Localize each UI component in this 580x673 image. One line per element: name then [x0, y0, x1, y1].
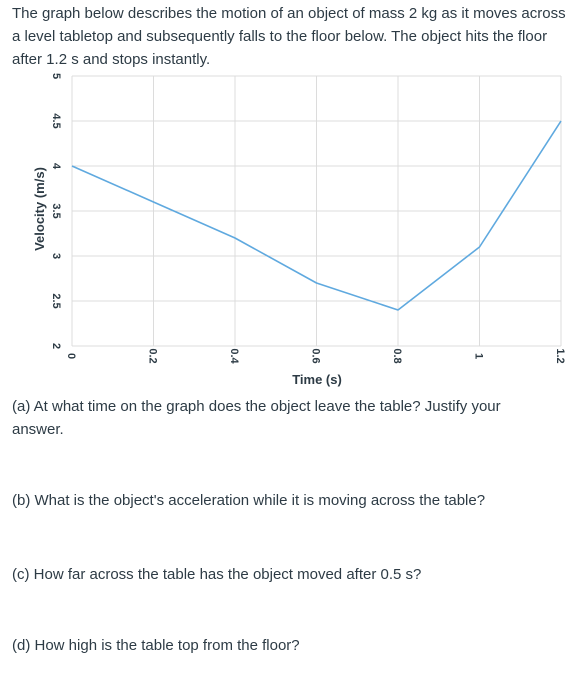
y-tick-label: 4: [50, 163, 62, 170]
problem-statement: The graph below describes the motion of …: [12, 5, 566, 68]
y-tick-label: 2.5: [50, 293, 62, 308]
y-tick-label: 3.5: [50, 203, 62, 218]
x-tick-label: 0.8: [391, 348, 403, 363]
y-tick-label: 3: [50, 253, 62, 259]
x-tick-label: 0.2: [147, 348, 159, 363]
velocity-series-line: [71, 120, 562, 311]
x-tick-label: 1: [473, 353, 485, 359]
y-tick-label: 2: [50, 343, 62, 349]
question-c: (c) How far across the table has the obj…: [12, 566, 422, 583]
x-tick-label: 0.6: [310, 348, 322, 363]
y-tick-labels: 2 2.5 3 3.5 4 4.5 5: [50, 73, 62, 349]
y-axis-title: Velocity (m/s): [32, 167, 47, 251]
x-axis-title: Time (s): [292, 372, 342, 387]
x-tick-label: 0.4: [228, 348, 240, 364]
x-tick-label: 0: [65, 353, 77, 359]
x-tick-label: 1.2: [554, 348, 566, 363]
y-tick-label: 4.5: [50, 113, 62, 128]
y-tick-label: 5: [50, 73, 62, 79]
question-d: (d) How high is the table top from the f…: [12, 637, 300, 654]
chart-plot-area: [71, 120, 562, 311]
chart-grid: [71, 75, 562, 347]
x-tick-labels: 0 0.2 0.4 0.6 0.8 1 1.2: [65, 348, 566, 364]
question-a: (a) At what time on the graph does the o…: [12, 398, 501, 438]
question-b: (b) What is the object's acceleration wh…: [12, 492, 486, 509]
velocity-time-chart: 0 0.2 0.4 0.6 0.8 1 1.2 2 2.5 3 3.5 4 4.5 5 Time (s)…: [32, 73, 566, 387]
